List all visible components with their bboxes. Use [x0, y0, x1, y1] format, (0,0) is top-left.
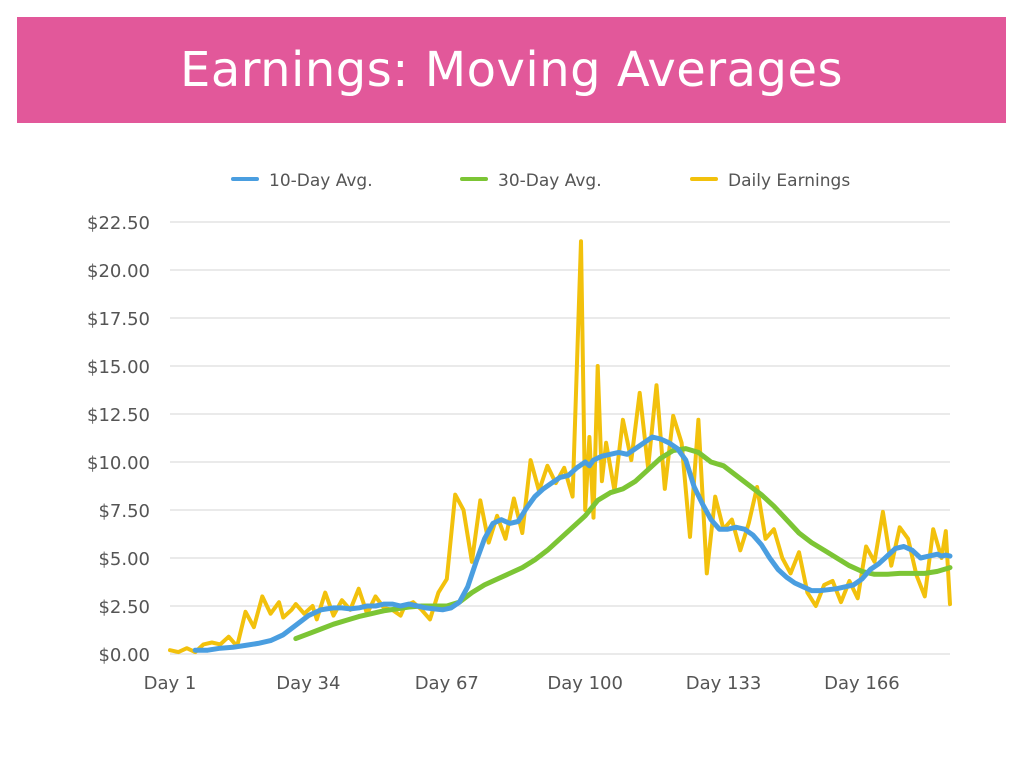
- x-axis-ticks: Day 1 Day 34 Day 67 Day 100 Day 133 Day 166: [144, 673, 900, 694]
- y-tick-label: $15.00: [87, 357, 150, 378]
- title-bar: Earnings: Moving Averages: [17, 17, 1006, 123]
- x-tick-label: Day 67: [415, 673, 479, 694]
- x-tick-label: Day 1: [144, 673, 197, 694]
- legend-label: Daily Earnings: [728, 171, 850, 191]
- legend-label: 30-Day Avg.: [498, 171, 602, 191]
- legend-label: 10-Day Avg.: [269, 171, 373, 191]
- series-line-daily: [168, 239, 952, 655]
- x-tick-label: Day 100: [547, 673, 623, 694]
- x-tick-label: Day 166: [824, 673, 900, 694]
- series-lines: [168, 239, 953, 655]
- series-line-avg10: [192, 434, 953, 653]
- grid: [170, 221, 950, 655]
- legend: 10-Day Avg. 30-Day Avg. Daily Earnings: [231, 171, 850, 191]
- x-tick-label: Day 34: [276, 673, 340, 694]
- x-tick-label: Day 133: [686, 673, 762, 694]
- y-tick-label: $20.00: [87, 261, 150, 282]
- y-tick-label: $22.50: [87, 213, 150, 234]
- y-tick-label: $2.50: [98, 597, 150, 618]
- y-tick-label: $12.50: [87, 405, 150, 426]
- y-tick-label: $0.00: [98, 645, 150, 666]
- y-tick-label: $5.00: [98, 549, 150, 570]
- y-axis-ticks: $0.00 $2.50 $5.00 $7.50 $10.00 $12.50 $15.00 $1…: [87, 213, 150, 666]
- series-line-avg30: [293, 446, 953, 642]
- chart-title: Earnings: Moving Averages: [179, 42, 843, 98]
- y-tick-label: $10.00: [87, 453, 150, 474]
- y-tick-label: $7.50: [98, 501, 150, 522]
- y-tick-label: $17.50: [87, 309, 150, 330]
